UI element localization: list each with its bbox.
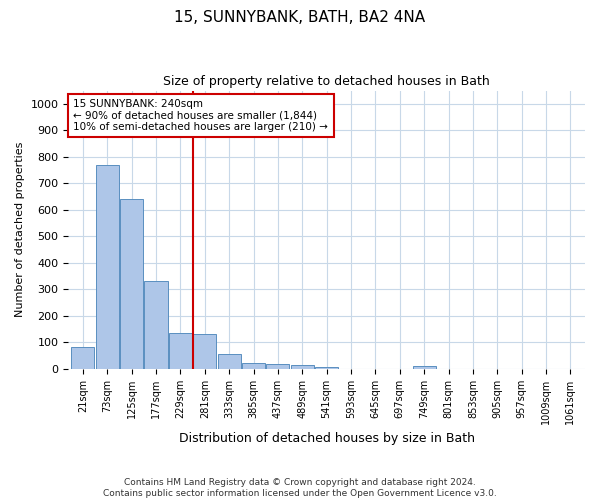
Bar	[242, 363, 265, 368]
Bar	[413, 366, 436, 368]
Bar	[145, 282, 167, 368]
Text: 15 SUNNYBANK: 240sqm
← 90% of detached houses are smaller (1,844)
10% of semi-de: 15 SUNNYBANK: 240sqm ← 90% of detached h…	[73, 99, 328, 132]
Bar	[169, 334, 192, 368]
Bar	[290, 366, 314, 368]
Title: Size of property relative to detached houses in Bath: Size of property relative to detached ho…	[163, 75, 490, 88]
Bar	[218, 354, 241, 368]
Y-axis label: Number of detached properties: Number of detached properties	[15, 142, 25, 318]
Bar	[71, 347, 94, 368]
X-axis label: Distribution of detached houses by size in Bath: Distribution of detached houses by size …	[179, 432, 475, 445]
Bar	[95, 164, 119, 368]
Bar	[193, 334, 217, 368]
Text: 15, SUNNYBANK, BATH, BA2 4NA: 15, SUNNYBANK, BATH, BA2 4NA	[175, 10, 425, 25]
Bar	[120, 199, 143, 368]
Bar	[315, 366, 338, 368]
Text: Contains HM Land Registry data © Crown copyright and database right 2024.
Contai: Contains HM Land Registry data © Crown c…	[103, 478, 497, 498]
Bar	[266, 364, 289, 368]
